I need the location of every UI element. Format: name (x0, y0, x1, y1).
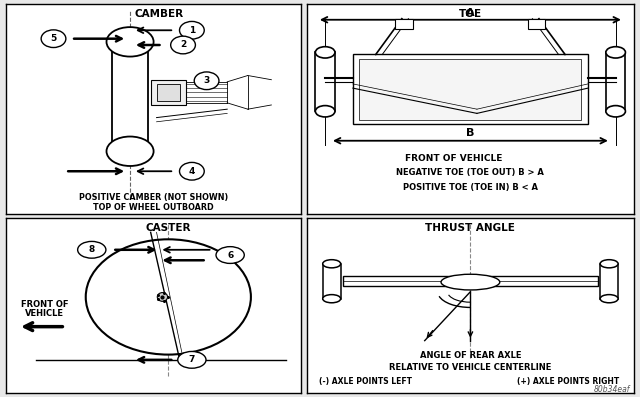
Circle shape (179, 21, 204, 39)
FancyBboxPatch shape (157, 84, 180, 101)
Text: TOP OF WHEEL OUTBOARD: TOP OF WHEEL OUTBOARD (93, 203, 214, 212)
Ellipse shape (600, 260, 618, 268)
Ellipse shape (157, 293, 168, 301)
Circle shape (77, 241, 106, 258)
Ellipse shape (323, 260, 340, 268)
Text: B: B (466, 127, 475, 138)
Ellipse shape (106, 27, 154, 57)
Circle shape (194, 72, 219, 90)
FancyBboxPatch shape (323, 264, 340, 299)
Ellipse shape (106, 137, 154, 166)
FancyBboxPatch shape (527, 19, 545, 29)
Text: THRUST ANGLE: THRUST ANGLE (426, 223, 515, 233)
Ellipse shape (316, 47, 335, 58)
Text: (-) AXLE POINTS LEFT: (-) AXLE POINTS LEFT (319, 377, 412, 386)
Text: NEGATIVE TOE (TOE OUT) B > A: NEGATIVE TOE (TOE OUT) B > A (396, 168, 545, 177)
Ellipse shape (86, 239, 251, 355)
Text: FRONT OF VEHICLE: FRONT OF VEHICLE (405, 154, 503, 164)
Text: 8: 8 (89, 245, 95, 254)
Text: 5: 5 (51, 34, 56, 43)
FancyBboxPatch shape (606, 52, 625, 111)
Text: POSITIVE CAMBER (NOT SHOWN): POSITIVE CAMBER (NOT SHOWN) (79, 193, 228, 202)
FancyBboxPatch shape (396, 19, 413, 29)
Circle shape (179, 162, 204, 180)
Text: FRONT OF: FRONT OF (21, 300, 68, 309)
FancyBboxPatch shape (360, 59, 581, 120)
Text: CAMBER: CAMBER (135, 9, 184, 19)
Text: A: A (466, 8, 475, 17)
FancyBboxPatch shape (113, 42, 148, 151)
Text: 4: 4 (189, 167, 195, 176)
FancyBboxPatch shape (600, 264, 618, 299)
Text: RELATIVE TO VEHICLE CENTERLINE: RELATIVE TO VEHICLE CENTERLINE (389, 363, 552, 372)
Text: POSITIVE TOE (TOE IN) B < A: POSITIVE TOE (TOE IN) B < A (403, 183, 538, 192)
Text: ANGLE OF REAR AXLE: ANGLE OF REAR AXLE (420, 351, 521, 360)
Text: 2: 2 (180, 40, 186, 50)
Ellipse shape (606, 106, 625, 117)
Ellipse shape (316, 106, 335, 117)
Circle shape (216, 247, 244, 264)
Text: 7: 7 (189, 355, 195, 364)
FancyBboxPatch shape (343, 276, 598, 287)
FancyBboxPatch shape (150, 80, 186, 105)
Text: TOE: TOE (459, 9, 482, 19)
Circle shape (171, 36, 195, 54)
FancyBboxPatch shape (353, 54, 588, 124)
Text: (+) AXLE POINTS RIGHT: (+) AXLE POINTS RIGHT (517, 377, 620, 386)
Text: 6: 6 (227, 251, 233, 260)
Text: 1: 1 (189, 26, 195, 35)
Ellipse shape (600, 295, 618, 303)
Ellipse shape (606, 47, 625, 58)
Circle shape (41, 30, 66, 48)
Ellipse shape (323, 295, 340, 303)
Ellipse shape (441, 274, 500, 290)
Text: 80b34eaf: 80b34eaf (594, 385, 630, 394)
Text: CASTER: CASTER (145, 223, 191, 233)
Text: 3: 3 (204, 76, 210, 85)
Text: VEHICLE: VEHICLE (25, 309, 64, 318)
Circle shape (178, 351, 206, 368)
FancyBboxPatch shape (316, 52, 335, 111)
